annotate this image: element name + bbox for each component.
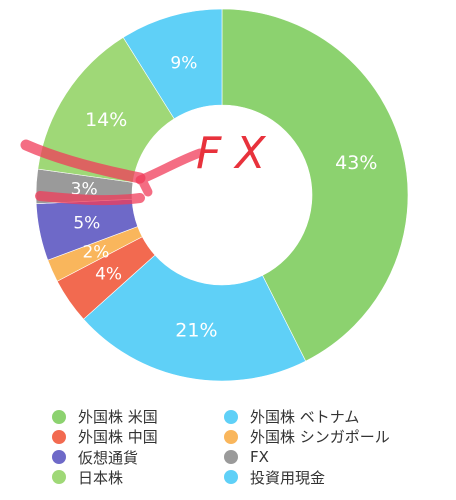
slice-7	[122, 8, 223, 120]
legend-label: FX	[250, 448, 269, 466]
legend-swatch	[52, 450, 66, 464]
highlight-stroke-arrow	[135, 148, 205, 197]
donut-chart: 43%21%4%2%5%3%14%9% FX	[20, 8, 409, 382]
slice-label-6: 14%	[85, 109, 127, 131]
slice-labels: 43%21%4%2%5%3%14%9%	[71, 53, 378, 341]
legend-item: 外国株 中国	[52, 427, 224, 446]
slice-label-2: 4%	[95, 265, 122, 285]
slice-1	[83, 254, 307, 382]
legend-swatch	[224, 470, 238, 485]
chart-legend: 外国株 米国 外国株 ベトナム外国株 中国 外国株 シンガポール仮想通貨 FX 日本株 投…	[52, 407, 452, 487]
legend-label: 日本株	[78, 468, 124, 487]
annotation-text: FX	[196, 128, 279, 179]
legend-item: 仮想通貨	[52, 448, 224, 467]
handwritten-annotation: FX	[20, 128, 279, 206]
slice-label-1: 21%	[175, 320, 217, 342]
legend-item: 日本株	[52, 468, 224, 487]
highlight-stroke-lower	[35, 191, 145, 206]
legend-label: 外国株 ベトナム	[250, 408, 360, 426]
slice-label-3: 2%	[82, 242, 109, 262]
slice-label-7: 9%	[170, 53, 197, 73]
legend-label: 外国株 中国	[78, 428, 158, 447]
legend-label: 仮想通貨	[78, 448, 139, 467]
slice-label-0: 43%	[335, 152, 377, 174]
legend-swatch	[52, 470, 66, 485]
legend-label: 外国株 米国	[78, 408, 158, 426]
legend-swatch	[52, 409, 66, 424]
legend-item: 投資用現金	[224, 468, 424, 487]
legend-item: 外国株 ベトナム	[224, 407, 424, 426]
slice-0	[221, 8, 409, 362]
legend-label: 外国株 シンガポール	[250, 428, 390, 447]
legend-item: FX	[224, 448, 424, 467]
legend-swatch	[224, 429, 238, 444]
legend-swatch	[52, 429, 66, 444]
legend-swatch	[224, 450, 238, 464]
legend-swatch	[224, 409, 238, 424]
slice-label-4: 5%	[73, 214, 100, 234]
legend-item: 外国株 米国	[52, 407, 224, 426]
slice-6	[37, 36, 175, 183]
highlight-stroke-upper	[20, 139, 146, 184]
legend-label: 投資用現金	[250, 468, 326, 487]
legend-item: 外国株 シンガポール	[224, 427, 424, 446]
